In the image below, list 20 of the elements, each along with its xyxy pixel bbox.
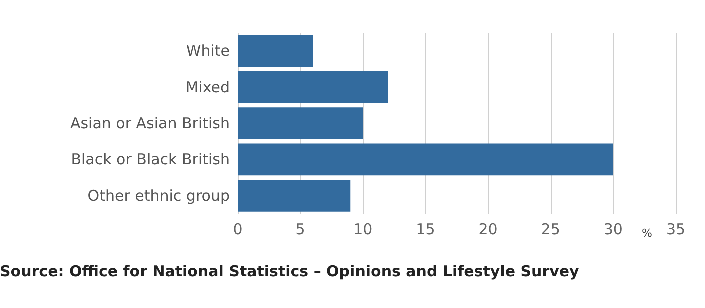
y-tick-label: Black or Black British: [71, 150, 230, 169]
x-tick-label: 10: [354, 220, 373, 238]
x-axis-title: %: [642, 227, 652, 240]
bar: [238, 180, 351, 212]
x-tick-label: 20: [478, 220, 498, 238]
x-tick-label: 5: [296, 220, 306, 238]
bar: [238, 35, 314, 68]
x-tick-label: 35: [666, 220, 686, 238]
x-tick-label: 15: [416, 220, 436, 238]
y-tick-label: White: [186, 42, 230, 60]
source-note: Source: Office for National Statistics – Opinions and Lifestyle Survey: [0, 262, 580, 280]
bar: [238, 144, 614, 176]
y-tick-label: Mixed: [186, 78, 230, 96]
bar: [238, 71, 388, 104]
y-tick-label: Other ethnic group: [88, 186, 230, 205]
x-tick-label: 30: [604, 220, 623, 238]
bar: [238, 108, 364, 140]
x-tick-label: 25: [541, 220, 560, 238]
y-tick-label: Asian or Asian British: [70, 114, 230, 132]
x-tick-label: 0: [233, 220, 243, 238]
